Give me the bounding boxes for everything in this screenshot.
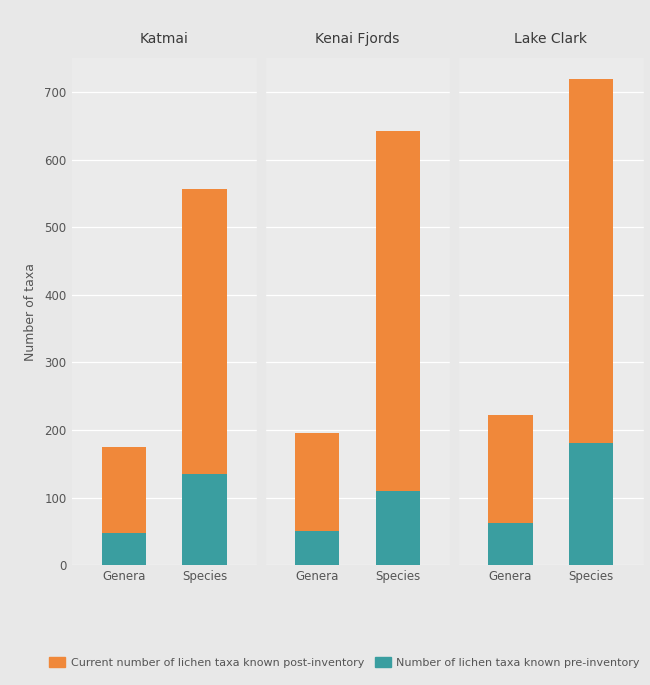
Bar xyxy=(183,474,227,565)
Bar xyxy=(569,443,613,565)
Bar xyxy=(376,131,420,490)
Bar xyxy=(183,188,227,474)
Bar xyxy=(102,447,146,534)
Text: Katmai: Katmai xyxy=(140,32,188,47)
Bar xyxy=(569,79,613,443)
Text: Kenai Fjords: Kenai Fjords xyxy=(315,32,400,47)
Bar xyxy=(376,490,420,565)
Y-axis label: Number of taxa: Number of taxa xyxy=(25,262,38,361)
Text: Lake Clark: Lake Clark xyxy=(514,32,587,47)
Bar xyxy=(295,532,339,565)
Bar xyxy=(295,434,339,532)
Bar xyxy=(488,523,532,565)
Legend: Current number of lichen taxa known post-inventory, Number of lichen taxa known : Current number of lichen taxa known post… xyxy=(45,653,644,673)
Bar xyxy=(488,415,532,523)
Bar xyxy=(102,534,146,565)
